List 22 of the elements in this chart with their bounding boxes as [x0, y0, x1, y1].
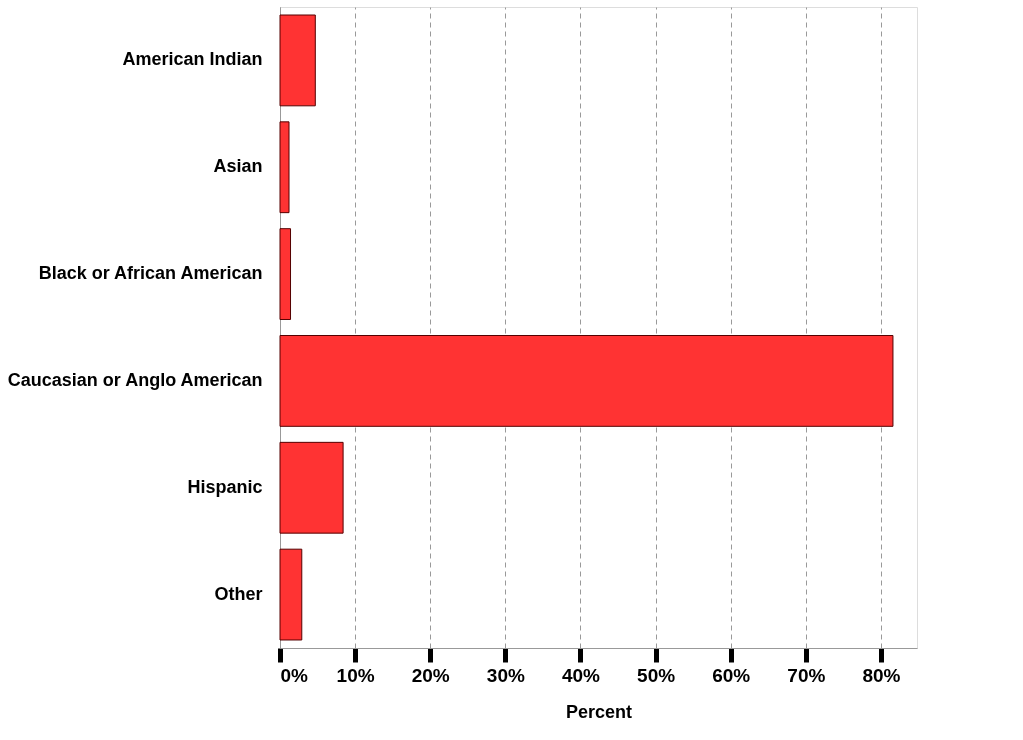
- x-tick-label: 40%: [561, 664, 601, 686]
- x-tick-label: 60%: [712, 664, 751, 686]
- bar: [279, 14, 316, 107]
- x-tick-label: 50%: [637, 664, 676, 686]
- y-tick-label: Caucasian or Anglo American: [7, 369, 263, 390]
- bar: [279, 335, 894, 427]
- x-tick-label: 10%: [336, 664, 375, 686]
- x-axis-title: Percent: [565, 701, 633, 722]
- x-tick-label: 70%: [787, 664, 826, 686]
- x-tick-label: 30%: [486, 664, 525, 686]
- bar: [279, 228, 292, 320]
- x-tick-label: 80%: [862, 664, 901, 686]
- bar: [279, 548, 303, 641]
- x-tick-label: 0%: [280, 664, 309, 686]
- y-tick-label: Asian: [213, 156, 263, 177]
- y-tick-label: Other: [214, 583, 263, 604]
- y-tick-label: Black or African American: [38, 263, 263, 284]
- bar: [279, 441, 344, 534]
- x-tick-label: 20%: [411, 664, 450, 686]
- bar: [279, 121, 290, 214]
- y-tick-label: Hispanic: [187, 476, 263, 497]
- y-tick-label: American Indian: [122, 49, 263, 70]
